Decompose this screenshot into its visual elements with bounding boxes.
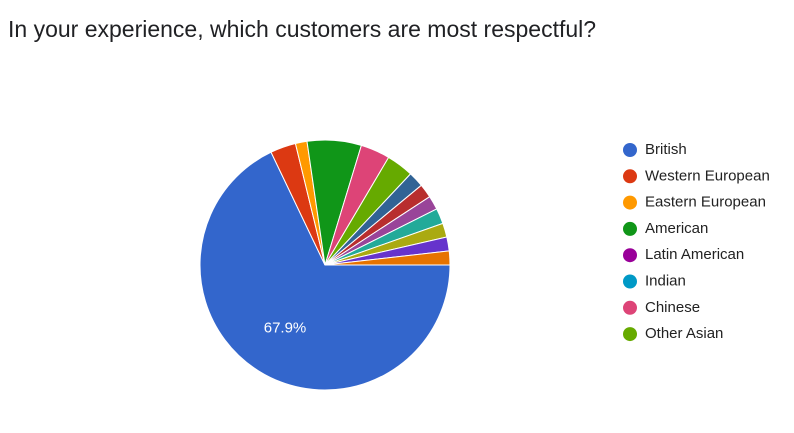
pie-slice bbox=[199, 151, 451, 391]
legend-label: Eastern European bbox=[645, 194, 766, 211]
legend-label: Indian bbox=[645, 272, 686, 289]
pie-slice bbox=[324, 250, 451, 266]
legend-swatch bbox=[623, 169, 637, 184]
legend-label: Latin American bbox=[645, 246, 744, 263]
legend-swatch bbox=[623, 221, 637, 236]
legend-swatch bbox=[623, 300, 637, 315]
slice-label: 67.9% bbox=[264, 319, 307, 336]
chart-title: In your experience, which customers are … bbox=[8, 16, 596, 42]
legend-label: Chinese bbox=[645, 299, 700, 316]
legend-swatch bbox=[623, 327, 637, 342]
legend-label: Western European bbox=[645, 167, 770, 184]
legend-swatch bbox=[623, 195, 637, 210]
legend-swatch bbox=[623, 143, 637, 157]
legend-label: Other Asian bbox=[645, 325, 723, 342]
legend-label: British bbox=[645, 141, 687, 158]
legend-swatch bbox=[623, 274, 637, 289]
legend-swatch bbox=[623, 248, 637, 263]
legend-label: American bbox=[645, 220, 708, 237]
